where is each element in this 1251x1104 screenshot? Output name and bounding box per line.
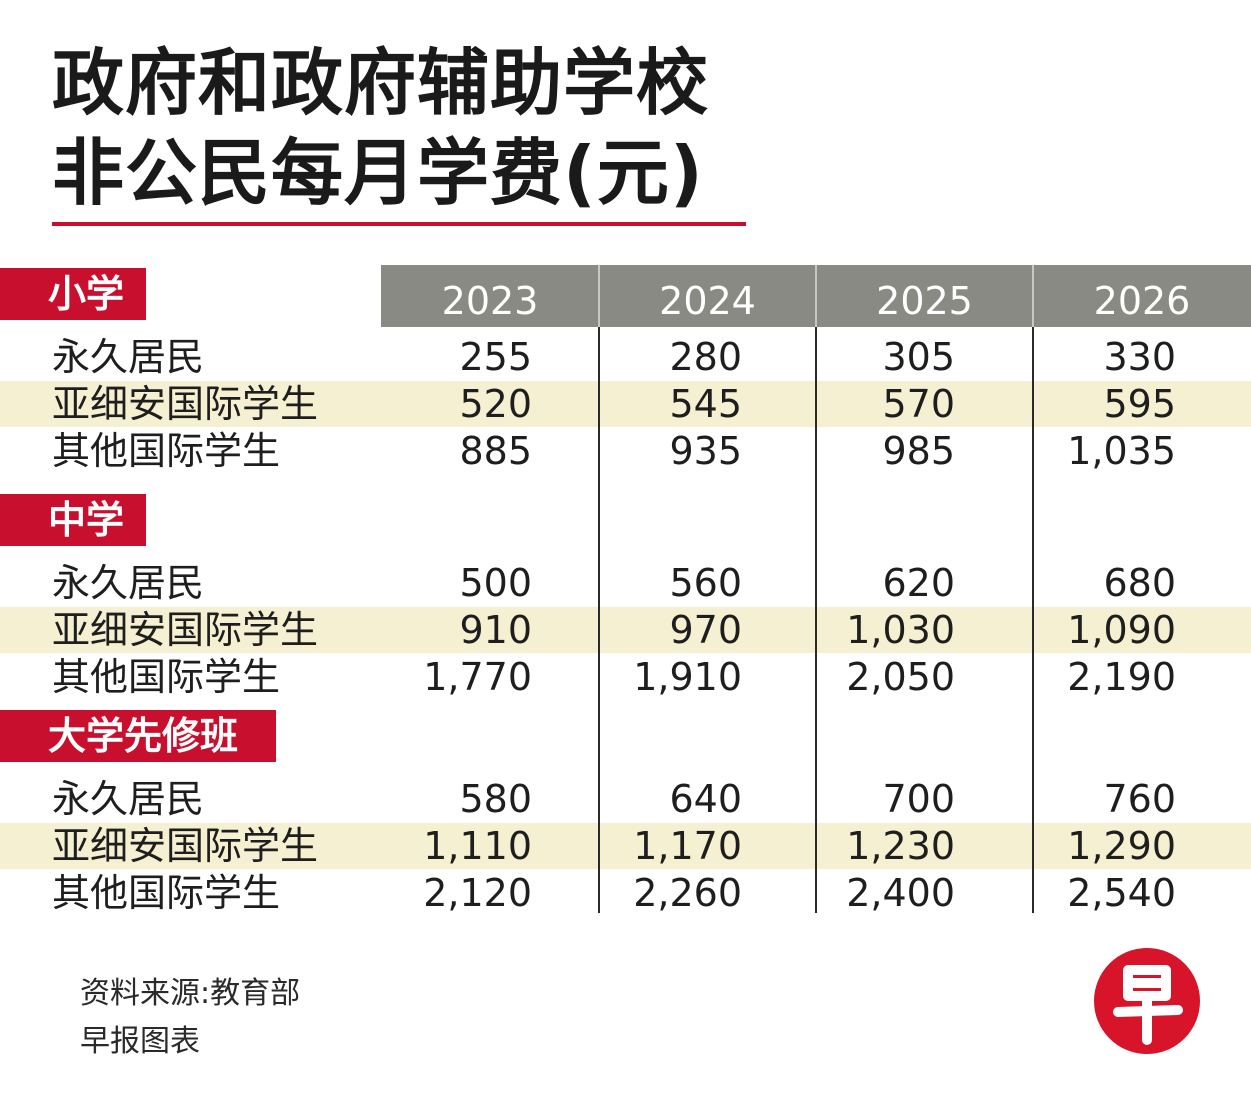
fee-cell: 2,400 — [846, 871, 955, 915]
fee-cell: 1,230 — [846, 824, 955, 868]
fee-cell: 580 — [459, 777, 532, 821]
row-band-highlight — [0, 823, 1251, 869]
year-header-2025: 2025 — [876, 279, 973, 323]
year-header-2024: 2024 — [659, 279, 756, 323]
zaobao-logo-glyph-icon — [1113, 965, 1183, 1045]
fee-cell: 2,540 — [1067, 871, 1176, 915]
row-label: 永久居民 — [52, 561, 205, 605]
fee-cell: 910 — [459, 608, 532, 652]
fee-cell: 1,170 — [633, 824, 742, 868]
column-divider-header — [815, 265, 817, 327]
fee-cell: 985 — [882, 429, 955, 473]
fee-cell: 1,290 — [1067, 824, 1176, 868]
column-divider — [1032, 327, 1034, 913]
fee-cell: 970 — [669, 608, 742, 652]
row-label: 永久居民 — [52, 777, 205, 821]
fee-cell: 520 — [459, 382, 532, 426]
row-label: 永久居民 — [52, 335, 205, 379]
fee-cell: 1,090 — [1067, 608, 1176, 652]
fee-cell: 680 — [1103, 561, 1176, 605]
fee-cell: 1,110 — [423, 824, 532, 868]
row-label: 其他国际学生 — [52, 871, 281, 915]
row-label: 亚细安国际学生 — [52, 824, 319, 868]
fee-cell: 560 — [669, 561, 742, 605]
fee-cell: 545 — [669, 382, 742, 426]
zaobao-logo-icon — [1094, 948, 1200, 1054]
fee-cell: 280 — [669, 335, 742, 379]
row-label: 其他国际学生 — [52, 429, 281, 473]
section-tag-2: 大学先修班 — [0, 710, 276, 762]
title-line-1: 政府和政府辅助学校 — [52, 41, 710, 125]
fee-cell: 1,910 — [633, 655, 742, 699]
column-divider-header — [598, 265, 600, 327]
fee-cell: 640 — [669, 777, 742, 821]
title-line-2: 非公民每月学费(元) — [52, 131, 704, 215]
source-note: 资料来源:教育部 — [80, 976, 301, 1011]
section-tag-0: 小学 — [0, 268, 146, 320]
fee-cell: 620 — [882, 561, 955, 605]
fee-cell: 1,035 — [1067, 429, 1176, 473]
fee-cell: 255 — [459, 335, 532, 379]
section-tag-1: 中学 — [0, 494, 146, 546]
chart-title: 政府和政府辅助学校 非公民每月学费(元) — [52, 38, 709, 218]
fee-cell: 760 — [1103, 777, 1176, 821]
year-header-2026: 2026 — [1093, 279, 1191, 323]
fee-cell: 2,190 — [1067, 655, 1176, 699]
row-label: 亚细安国际学生 — [52, 382, 319, 426]
title-underline — [52, 222, 746, 226]
row-label: 其他国际学生 — [52, 655, 281, 699]
fee-cell: 330 — [1103, 335, 1176, 379]
fee-cell: 935 — [669, 429, 742, 473]
fee-cell: 305 — [882, 335, 955, 379]
fee-cell: 595 — [1103, 382, 1176, 426]
row-band-highlight — [0, 381, 1251, 427]
fee-cell: 2,260 — [633, 871, 742, 915]
fee-cell: 2,120 — [423, 871, 532, 915]
fee-cell: 1,770 — [423, 655, 532, 699]
row-label: 亚细安国际学生 — [52, 608, 319, 652]
fee-cell: 570 — [882, 382, 955, 426]
fee-cell: 500 — [459, 561, 532, 605]
fee-cell: 700 — [882, 777, 955, 821]
column-divider-header — [1032, 265, 1034, 327]
column-divider — [815, 327, 817, 913]
credit-note: 早报图表 — [80, 1024, 200, 1059]
fee-cell: 885 — [459, 429, 532, 473]
year-header-2023: 2023 — [441, 279, 539, 323]
column-divider — [598, 327, 600, 913]
fee-cell: 2,050 — [846, 655, 955, 699]
fee-cell: 1,030 — [846, 608, 955, 652]
row-band-highlight — [0, 607, 1251, 653]
